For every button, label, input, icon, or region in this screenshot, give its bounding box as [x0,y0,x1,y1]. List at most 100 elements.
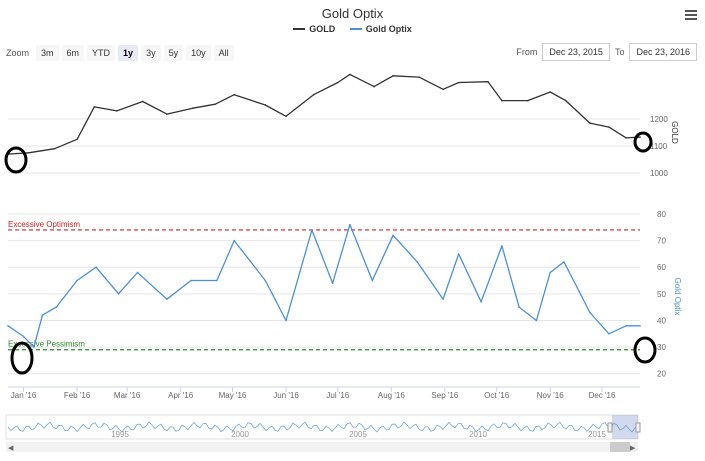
data-point [115,110,118,112]
data-point [501,99,503,102]
data-point [373,85,375,88]
x-tick-label: Mar '16 [114,391,141,400]
zoom-5y-button[interactable]: 5y [163,45,184,61]
y-tick-label: 40 [657,316,666,325]
data-point [33,346,35,348]
x-tick-label: Aug '16 [378,391,405,400]
data-point [191,107,194,109]
x-tick-label: Nov '16 [537,391,564,400]
zoom-6m-button[interactable]: 6m [61,45,85,61]
data-point [93,106,96,108]
highlight-circle [633,336,657,364]
legend: GOLD Gold Optix [0,22,705,34]
x-tick-label: Feb '16 [64,391,91,400]
series-line [7,73,641,155]
scrollbar-thumb[interactable] [610,442,630,452]
data-point [27,151,30,154]
data-point [7,324,9,327]
navigator-handle-left[interactable] [607,422,613,433]
data-point [442,88,444,91]
highlight-circle [10,341,34,375]
data-point [625,137,627,139]
legend-item-gold[interactable]: GOLD [293,24,335,34]
navigator-label: 1995 [111,430,129,439]
navigator-label: 2015 [588,430,606,439]
x-tick-label: Oct '16 [484,391,510,400]
data-point [526,99,529,102]
data-point [331,282,334,284]
data-point [371,279,374,282]
scroll-left-icon[interactable]: ◀ [8,444,14,452]
zoom-3m-button[interactable]: 3m [36,45,59,61]
highlight-circle [633,131,653,153]
navigator[interactable] [5,414,639,440]
data-point [136,271,139,274]
data-point [214,103,217,105]
from-label: From [516,47,538,57]
navigator-label: 2010 [469,430,487,439]
zoom-ytd-button[interactable]: YTD [87,45,116,61]
navigator-label: 2005 [349,430,367,439]
data-point [416,261,419,263]
y-tick-label: 50 [657,290,666,299]
data-point [549,271,552,274]
legend-label-gold-optix: Gold Optix [365,24,412,34]
data-point [55,306,58,308]
highlight-circle [4,146,28,174]
menu-icon[interactable] [685,8,697,22]
data-point [392,75,394,77]
legend-label-gold: GOLD [309,24,336,34]
data-point [608,126,610,128]
zoom-1y-button[interactable]: 1y [118,45,139,61]
data-point [264,279,267,282]
data-point [480,301,482,303]
data-point [442,298,444,300]
x-tick-label: Jun '16 [273,391,299,400]
y-tick-label: 20 [657,370,666,379]
chart-title: Gold Optix [321,6,384,21]
zoom-all-button[interactable]: All [213,45,234,61]
navigator-label: 2000 [231,430,249,439]
annotation-label: Excessive Optimism [8,220,80,229]
navigator-handle-right[interactable] [635,422,641,433]
data-point [312,93,315,96]
data-point [608,332,610,335]
data-point [264,104,267,106]
data-point [311,229,313,231]
to-label: To [614,47,625,57]
legend-item-gold-optix[interactable]: Gold Optix [349,24,412,34]
to-date-input[interactable]: Dec 23, 2016 [629,43,697,61]
scrollbar[interactable] [6,442,638,452]
data-point [639,324,641,327]
zoom-10y-button[interactable]: 10y [186,45,211,61]
scroll-right-icon[interactable]: ▶ [630,444,636,452]
data-point [535,319,538,322]
data-point [166,113,168,115]
y-tick-label: 1200 [650,115,668,124]
data-point [564,99,567,102]
data-point [233,93,236,96]
data-point [216,279,218,282]
data-point [349,73,351,76]
navigator-selection[interactable] [612,415,638,439]
y-tick-label: 80 [657,210,666,219]
from-date-input[interactable]: Dec 23, 2015 [542,43,610,61]
data-point [549,91,552,93]
data-point [53,147,56,150]
data-point [639,136,641,138]
zoom-label: Zoom [6,48,30,58]
x-tick-label: May '16 [219,391,247,400]
data-point [41,314,44,316]
data-point [501,245,503,247]
data-point [589,311,591,314]
data-point [349,223,351,226]
x-tick-label: Jan '16 [11,391,37,400]
y-tick-label: 70 [657,237,666,246]
x-tick-label: Dec '16 [589,391,616,400]
navigator-series [7,421,639,433]
zoom-3y-button[interactable]: 3y [141,45,161,61]
date-range: From Dec 23, 2015 To Dec 23, 2016 [516,43,697,61]
data-point [95,266,97,269]
y-axis-title: Gold Optix [673,278,682,316]
data-point [457,81,460,84]
